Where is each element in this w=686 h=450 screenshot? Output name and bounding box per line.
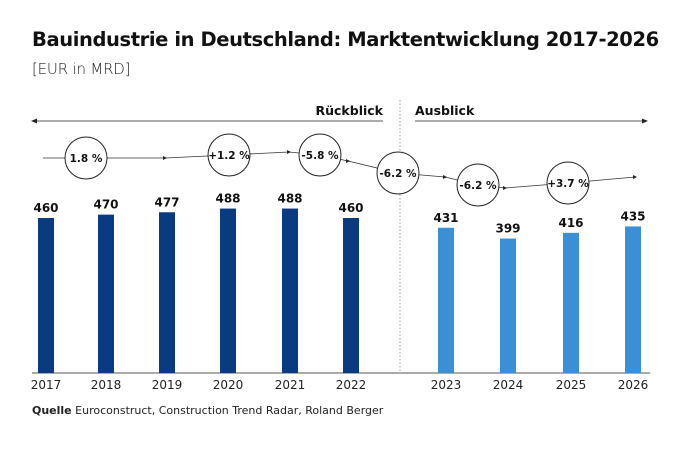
- value-label-2020: 488: [215, 192, 240, 206]
- growth-label: 1.8 %: [70, 153, 103, 165]
- growth-bubble: [546, 161, 590, 205]
- source-label: Quelle: [32, 404, 72, 417]
- ausblick-arrow-head-icon: [642, 118, 648, 124]
- x-tick-label-2025: 2025: [556, 378, 587, 392]
- x-tick-label-2026: 2026: [618, 378, 649, 392]
- x-tick-label-2020: 2020: [213, 378, 244, 392]
- growth-label: +1.2 %: [208, 150, 250, 162]
- rueckblick-arrow-head-icon: [31, 118, 37, 124]
- bar-2018: [98, 214, 114, 373]
- growth-label: -5.8 %: [301, 150, 339, 162]
- value-label-2021: 488: [277, 192, 302, 206]
- segment-label-ausblick: Ausblick: [415, 103, 475, 118]
- x-tick-label-2024: 2024: [493, 378, 524, 392]
- bar-2023: [438, 227, 454, 373]
- segment-label-rueckblick: Rückblick: [316, 103, 384, 118]
- trend-arrow-icon: [633, 175, 637, 179]
- value-label-2022: 460: [338, 201, 363, 215]
- bar-2017: [38, 218, 54, 373]
- growth-bubble: [298, 133, 342, 177]
- x-tick-label-2018: 2018: [91, 378, 122, 392]
- value-label-2025: 416: [558, 216, 583, 230]
- x-tick-label-2023: 2023: [431, 378, 462, 392]
- bar-2020: [220, 208, 236, 373]
- value-label-2019: 477: [154, 195, 179, 209]
- trend-arrow-icon: [503, 186, 507, 190]
- growth-label: +3.7 %: [547, 178, 589, 190]
- chart-subtitle: [EUR in MRD]: [32, 60, 131, 78]
- growth-label: -6.2 %: [379, 168, 417, 180]
- growth-bubble: [456, 163, 500, 207]
- bar-2019: [159, 212, 175, 373]
- x-tick-label-2022: 2022: [336, 378, 367, 392]
- source-note: Quelle Euroconstruct, Construction Trend…: [32, 404, 383, 417]
- bar-2024: [500, 238, 516, 373]
- x-tick-label-2021: 2021: [275, 378, 306, 392]
- x-tick-label-2017: 2017: [31, 378, 62, 392]
- trend-arrow-icon: [443, 175, 447, 179]
- source-text: Euroconstruct, Construction Trend Radar,…: [75, 404, 384, 417]
- value-label-2018: 470: [93, 198, 118, 212]
- bar-2025: [563, 232, 579, 373]
- trend-arrow-icon: [346, 159, 350, 163]
- trend-arrow-icon: [163, 156, 167, 160]
- x-tick-label-2019: 2019: [152, 378, 183, 392]
- value-label-2024: 399: [495, 222, 520, 236]
- growth-label: -6.2 %: [459, 180, 497, 192]
- growth-bubble: [64, 136, 108, 180]
- value-label-2026: 435: [620, 209, 645, 223]
- value-label-2017: 460: [33, 201, 58, 215]
- growth-bubble: [207, 133, 251, 177]
- bar-2022: [343, 218, 359, 373]
- trend-arrow-icon: [287, 150, 291, 154]
- growth-bubble: [376, 151, 420, 195]
- value-label-2023: 431: [433, 211, 458, 225]
- bar-2026: [625, 226, 641, 373]
- chart-title: Bauindustrie in Deutschland: Marktentwic…: [32, 28, 659, 51]
- bar-2021: [282, 208, 298, 373]
